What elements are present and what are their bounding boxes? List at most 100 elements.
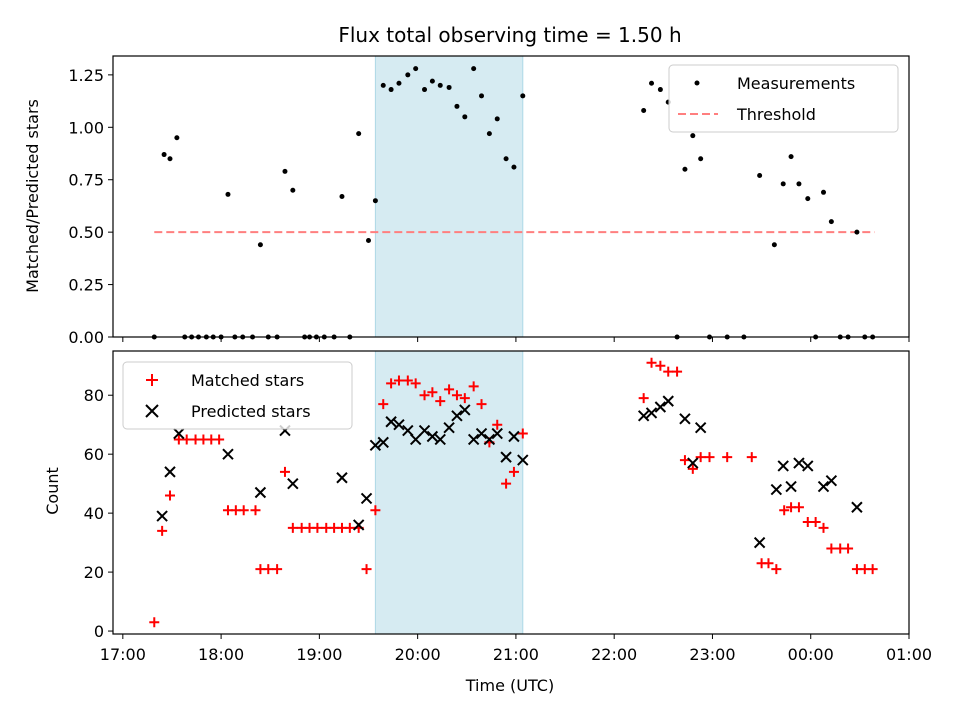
predicted-star-point <box>777 460 789 472</box>
matched-star-point <box>663 366 674 377</box>
matched-star-point <box>508 466 519 477</box>
predicted-star-point <box>753 536 766 549</box>
matched-star-point <box>517 428 528 439</box>
legend-label-measurements: Measurements <box>737 74 855 93</box>
matched-star-point <box>672 366 683 377</box>
predicted-star-point <box>402 424 414 437</box>
predicted-star-point <box>785 480 797 493</box>
predicted-star-point <box>517 454 529 466</box>
legend-box <box>668 64 899 133</box>
predicted-star-point <box>426 430 439 443</box>
measurement-point <box>161 152 167 158</box>
predicted-star-point <box>418 424 431 437</box>
matched-star-point <box>679 455 690 466</box>
x-tick-label: 22:00 <box>591 645 637 664</box>
measurement-point <box>479 93 485 99</box>
measurement-point <box>690 133 696 139</box>
predicted-star-point <box>508 430 520 443</box>
measurement-point <box>257 242 263 248</box>
matched-star-point <box>843 543 854 554</box>
predicted-star-point <box>687 457 699 469</box>
matched-star-point <box>370 505 381 516</box>
matched-star-point <box>410 378 421 389</box>
measurement-point <box>854 229 860 235</box>
measurement-point <box>388 87 394 93</box>
matched-star-point <box>419 390 430 401</box>
x-tick-label: 23:00 <box>689 645 735 664</box>
measurement-point <box>462 114 468 120</box>
matched-star-point <box>181 434 192 445</box>
matched-star-point <box>867 564 878 575</box>
predicted-star-point <box>377 436 389 449</box>
matched-star-point <box>250 505 261 516</box>
matched-legend-marker <box>146 374 158 386</box>
measurement-point <box>471 66 477 72</box>
predicted-star-point <box>637 410 650 422</box>
measurement-point <box>429 78 435 84</box>
predicted-star-point <box>459 404 471 416</box>
predicted-star-point <box>475 427 488 440</box>
predicted-star-point <box>369 439 382 452</box>
y-tick-label: 0.75 <box>68 171 104 190</box>
matched-star-point <box>435 396 446 407</box>
predicted-star-point <box>352 519 365 531</box>
matched-star-point <box>687 463 698 474</box>
predicted-legend-marker <box>145 404 159 418</box>
observing-window-span <box>374 55 524 338</box>
matched-star-point <box>402 375 413 386</box>
predicted-star-point <box>164 466 176 478</box>
matched-star-point <box>818 522 829 533</box>
y-tick-label: 20 <box>84 563 104 582</box>
matched-star-point <box>826 543 837 554</box>
matched-star-point <box>793 502 804 513</box>
matched-star-point <box>771 564 782 575</box>
predicted-star-point <box>802 460 814 472</box>
y-tick-label: 1.00 <box>68 118 104 137</box>
measurement-point <box>486 131 492 137</box>
measurement-point <box>757 173 763 179</box>
predicted-star-point <box>679 413 691 425</box>
matched-star-point <box>444 384 455 395</box>
measurement-point <box>796 181 802 187</box>
measurement-point <box>503 156 509 162</box>
matched-star-point <box>763 558 774 569</box>
measurement-point <box>780 181 786 187</box>
measurement-point <box>422 87 428 93</box>
predicted-star-point <box>434 433 446 446</box>
predicted-star-point <box>851 501 863 513</box>
measurement-point <box>446 84 452 90</box>
measurement-point <box>290 187 296 193</box>
measurement-point <box>828 219 834 225</box>
measurement-point <box>682 166 688 172</box>
measurement-point <box>494 116 500 122</box>
legend-box <box>122 361 353 430</box>
measurement-point <box>282 168 288 174</box>
predicted-star-point <box>483 433 496 446</box>
measurement-point <box>821 189 827 195</box>
predicted-star-point <box>385 416 397 428</box>
measurement-point <box>771 242 777 248</box>
matched-star-point <box>427 387 438 398</box>
measurement-point <box>788 154 794 160</box>
axes-frame <box>112 55 910 338</box>
matched-star-point <box>272 564 283 575</box>
top-y-axis-label: Matched/Predicted stars <box>23 99 42 293</box>
measurement-point <box>225 191 231 197</box>
legend-label-matched: Matched stars <box>191 371 304 390</box>
measurement-point <box>520 93 526 99</box>
measurement-point <box>649 80 655 86</box>
matched-star-point <box>263 564 274 575</box>
matched-star-point <box>655 360 666 371</box>
measurement-point <box>396 80 402 86</box>
matched-star-point <box>501 478 512 489</box>
x-tick-label: 20:00 <box>395 645 441 664</box>
matched-star-point <box>451 390 462 401</box>
measurements-legend-marker <box>694 80 700 86</box>
matched-star-point <box>238 505 249 516</box>
predicted-star-point <box>156 510 168 522</box>
x-axis-label: Time (UTC) <box>465 676 554 695</box>
y-tick-label: 0.50 <box>68 223 104 242</box>
measurement-point <box>366 238 372 244</box>
predicted-star-point <box>654 401 667 413</box>
